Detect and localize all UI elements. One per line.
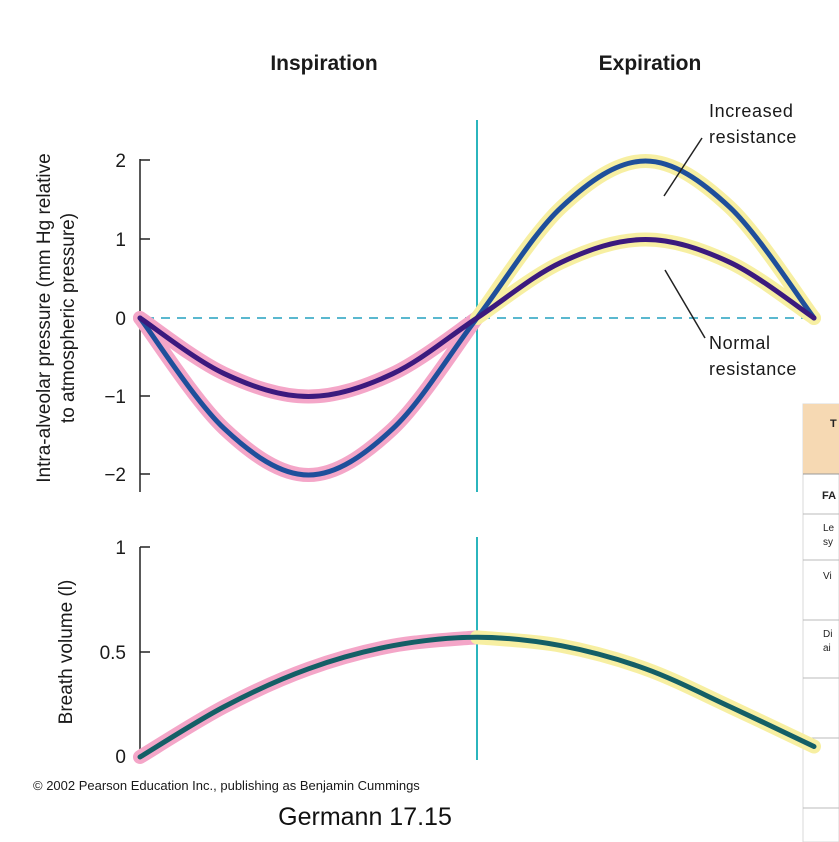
table-row-label: ai	[823, 643, 831, 654]
normal-label-line1: Normal	[709, 333, 771, 353]
table-header-cell	[803, 404, 839, 474]
pressure-tick-label: 1	[115, 230, 126, 251]
volume-axis-label: Breath volume (l)	[56, 580, 77, 725]
increased-label-line1: Increased	[709, 101, 793, 121]
increased-leader-line	[663, 137, 703, 197]
pressure-tick-label: −1	[104, 387, 126, 408]
pressure-axis-label: Intra-alveolar pressure (mm Hg relative …	[34, 153, 79, 482]
normal-resistance-curve	[137, 236, 817, 400]
breath-volume-curve	[137, 634, 817, 760]
volume-tick-marks	[140, 546, 150, 653]
pressure-tick-label: 0	[115, 309, 126, 330]
breath-volume-inspiration-glow	[133, 630, 484, 764]
line-layer	[137, 158, 817, 760]
table-row-label: sy	[823, 537, 833, 548]
normal-label-line2: resistance	[709, 359, 797, 379]
table-header-text: T	[830, 418, 837, 430]
expiration-header: Expiration	[599, 52, 702, 75]
volume-tick-label: 0.5	[100, 643, 126, 664]
table-row-label: Di	[823, 629, 832, 640]
pressure-tick-label: 2	[115, 151, 126, 172]
copyright-text: © 2002 Pearson Education Inc., publishin…	[33, 778, 420, 793]
figure-caption: Germann 17.15	[278, 803, 452, 831]
table-row-label: Vi	[823, 571, 832, 582]
inspiration-header: Inspiration	[270, 52, 377, 75]
volume-axis-label-text: Breath volume (l)	[56, 580, 77, 725]
table-row-label: FA	[822, 490, 836, 502]
increased-label-line2: resistance	[709, 127, 797, 147]
pressure-axis-label-line2: to atmospheric pressure)	[58, 213, 79, 423]
volume-tick-label: 1	[115, 538, 126, 559]
table-row-label: Le	[823, 523, 835, 534]
pressure-axis-label-line1: Intra-alveolar pressure (mm Hg relative	[34, 153, 55, 482]
normal-leader-line	[664, 269, 706, 339]
breath-volume-expiration-glow	[470, 630, 821, 754]
volume-tick-label: 0	[115, 747, 126, 768]
pressure-tick-label: −2	[104, 465, 126, 486]
side-table: T FA Le sy Vi Di ai	[802, 403, 839, 842]
